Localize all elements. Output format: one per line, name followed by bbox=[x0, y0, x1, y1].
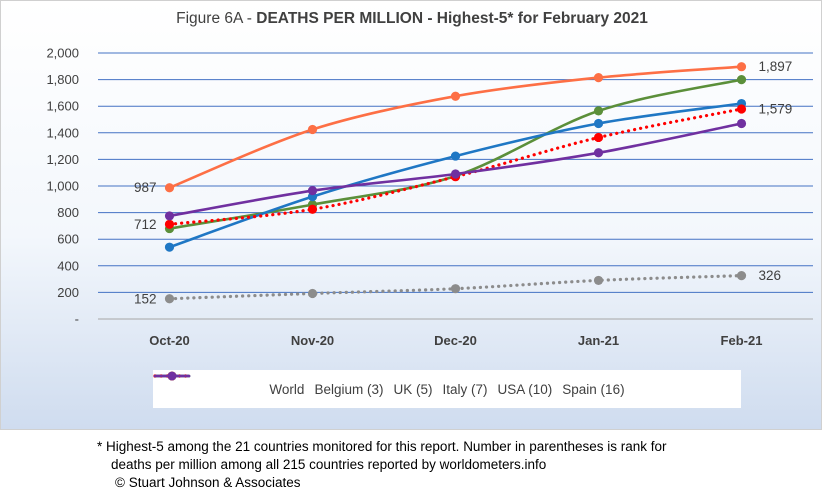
footnote-line-1: * Highest-5 among the 21 countries monit… bbox=[97, 439, 667, 454]
data-label: 1,897 bbox=[759, 59, 793, 74]
chart-area: Figure 6A - DEATHS PER MILLION - Highest… bbox=[0, 0, 822, 430]
data-point bbox=[450, 151, 461, 161]
data-point bbox=[164, 294, 175, 304]
y-tick-label: 1,400 bbox=[46, 125, 79, 140]
data-point bbox=[164, 219, 175, 229]
x-tick-label: Jan-21 bbox=[578, 333, 619, 348]
y-tick-label: - bbox=[75, 312, 79, 327]
data-point bbox=[736, 271, 747, 281]
x-tick-label: Dec-20 bbox=[434, 333, 477, 348]
data-point bbox=[450, 284, 461, 294]
legend-item: Belgium (3) bbox=[153, 371, 384, 397]
legend: World Belgium (3) UK (5) Italy (7) USA (10) S… bbox=[153, 370, 741, 408]
y-tick-label: 600 bbox=[57, 232, 79, 247]
data-point bbox=[736, 75, 747, 85]
legend-label: USA (10) bbox=[497, 381, 553, 397]
legend-swatch-marker bbox=[167, 371, 177, 381]
legend-item: Spain (16) bbox=[153, 371, 625, 397]
data-label: 1,579 bbox=[759, 101, 793, 116]
y-tick-label: 1,800 bbox=[46, 72, 79, 87]
data-point bbox=[307, 204, 318, 214]
data-label: 712 bbox=[134, 217, 157, 232]
data-point bbox=[307, 124, 318, 135]
footnote-line-2: deaths per million among all 215 countri… bbox=[111, 457, 547, 472]
legend-item: Italy (7) bbox=[153, 371, 488, 397]
y-tick-label: 800 bbox=[57, 205, 79, 220]
data-label: 152 bbox=[134, 291, 157, 306]
legend-label: Italy (7) bbox=[442, 381, 488, 397]
legend-label: UK (5) bbox=[393, 381, 433, 397]
legend-item: UK (5) bbox=[153, 371, 433, 397]
x-tick-label: Oct-20 bbox=[149, 333, 189, 348]
data-point bbox=[164, 211, 175, 221]
data-point bbox=[593, 275, 604, 286]
x-tick-label: Nov-20 bbox=[291, 333, 334, 348]
chart-title: Figure 6A - DEATHS PER MILLION - Highest… bbox=[1, 10, 822, 28]
legend-item: USA (10) bbox=[153, 371, 553, 397]
legend-label: Belgium (3) bbox=[314, 381, 384, 397]
data-point bbox=[164, 183, 175, 193]
legend-swatch bbox=[153, 371, 191, 381]
legend-item: World bbox=[153, 371, 305, 397]
y-tick-label: 200 bbox=[57, 285, 79, 300]
data-point bbox=[450, 169, 461, 179]
y-tick-label: 400 bbox=[57, 258, 79, 273]
line-plot: - 200 400 600 800 1,000 1,200 1,400 1,600 1,800 2,… bbox=[46, 46, 813, 348]
legend-label: Spain (16) bbox=[562, 381, 625, 397]
data-label: 987 bbox=[134, 180, 157, 195]
x-tick-label: Feb-21 bbox=[721, 333, 763, 348]
footnote: * Highest-5 among the 21 countries monit… bbox=[97, 438, 817, 492]
series-line-4 bbox=[167, 107, 744, 226]
data-point bbox=[307, 288, 318, 299]
data-label: 326 bbox=[759, 268, 782, 283]
data-point bbox=[736, 62, 747, 72]
data-point bbox=[593, 106, 604, 116]
data-point bbox=[450, 91, 461, 101]
y-tick-label: 1,000 bbox=[46, 179, 79, 194]
footnote-copyright: © Stuart Johnson & Associates bbox=[115, 475, 301, 490]
chart-title-bold: DEATHS PER MILLION - Highest-5* for Febr… bbox=[256, 10, 648, 27]
data-point bbox=[593, 118, 604, 129]
data-point bbox=[736, 104, 747, 114]
data-point bbox=[593, 148, 604, 158]
data-point bbox=[736, 118, 747, 129]
y-tick-label: 1,600 bbox=[46, 99, 79, 114]
data-point bbox=[307, 186, 318, 196]
y-tick-label: 1,200 bbox=[46, 152, 79, 167]
chart-title-prefix: Figure 6A - bbox=[176, 10, 257, 27]
data-point bbox=[593, 132, 604, 143]
data-point bbox=[164, 242, 175, 252]
data-point bbox=[593, 73, 604, 83]
legend-label: World bbox=[269, 381, 305, 397]
y-tick-label: 2,000 bbox=[46, 46, 79, 61]
